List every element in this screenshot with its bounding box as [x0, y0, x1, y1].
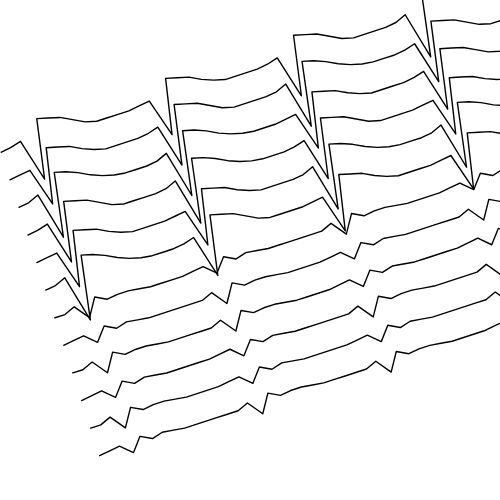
trace: [29, 75, 500, 303]
trace: [0, 0, 500, 192]
trace: [38, 102, 500, 330]
trace: [79, 227, 500, 411]
trace: [2, 0, 500, 220]
trace: [20, 47, 500, 275]
plot-area: [0, 0, 500, 466]
trace: [70, 199, 500, 383]
trace: [61, 172, 500, 356]
trace: [11, 19, 500, 247]
chart: [0, 0, 500, 500]
traces: [0, 0, 500, 466]
trace: [88, 254, 500, 438]
trace: [97, 282, 500, 466]
trace: [52, 144, 500, 328]
